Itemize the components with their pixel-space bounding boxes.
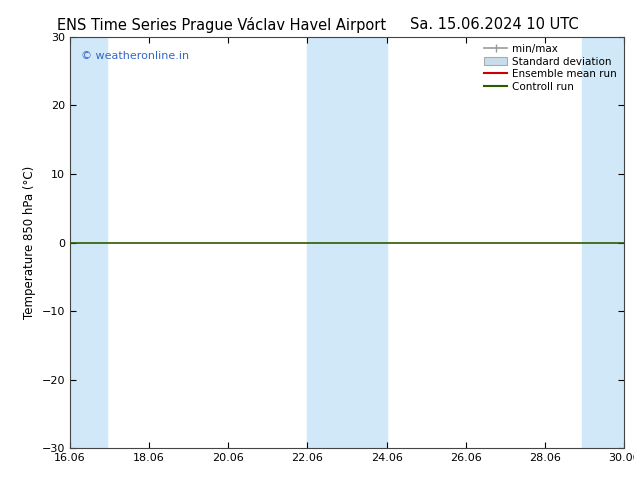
Bar bbox=[583, 37, 624, 448]
Text: Sa. 15.06.2024 10 UTC: Sa. 15.06.2024 10 UTC bbox=[410, 17, 579, 32]
Text: © weatheronline.in: © weatheronline.in bbox=[81, 51, 189, 61]
Y-axis label: Temperature 850 hPa (°C): Temperature 850 hPa (°C) bbox=[23, 166, 36, 319]
Bar bbox=[345, 37, 387, 448]
Bar bbox=[70, 37, 107, 448]
Text: ENS Time Series Prague Václav Havel Airport: ENS Time Series Prague Václav Havel Airp… bbox=[57, 17, 387, 33]
Bar bbox=[307, 37, 345, 448]
Legend: min/max, Standard deviation, Ensemble mean run, Controll run: min/max, Standard deviation, Ensemble me… bbox=[482, 42, 619, 94]
